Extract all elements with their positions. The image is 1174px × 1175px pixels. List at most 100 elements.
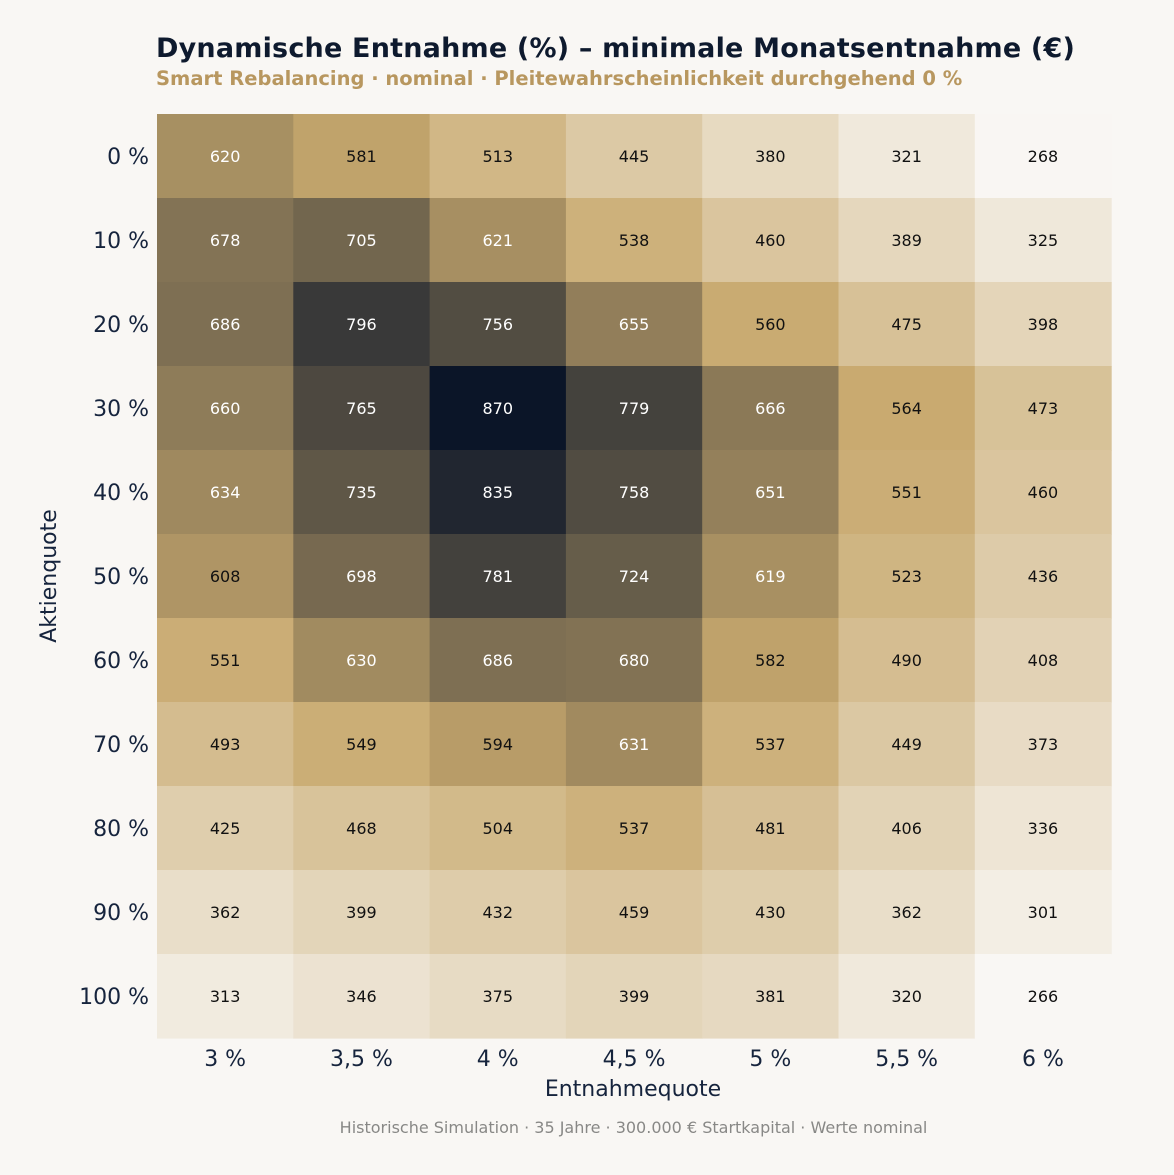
heatmap-cell-value: 724 bbox=[619, 567, 650, 586]
heatmap-cell-value: 631 bbox=[619, 735, 650, 754]
heatmap-cell bbox=[429, 366, 567, 451]
heatmap-cell bbox=[565, 786, 703, 871]
heatmap-cell bbox=[157, 618, 294, 703]
y-tick-label: 50 % bbox=[93, 565, 149, 590]
heatmap-cell bbox=[838, 534, 976, 619]
heatmap-cell-value: 375 bbox=[482, 987, 513, 1006]
heatmap-cell-value: 781 bbox=[482, 567, 513, 586]
heatmap-cell bbox=[974, 786, 1112, 871]
heatmap-cell bbox=[293, 114, 431, 199]
heatmap-cell-value: 475 bbox=[891, 315, 922, 334]
heatmap-cell bbox=[702, 954, 840, 1039]
heatmap-cell bbox=[429, 114, 567, 199]
heatmap-cell bbox=[565, 702, 703, 787]
heatmap-cell bbox=[565, 618, 703, 703]
heatmap-cell-value: 621 bbox=[482, 231, 513, 250]
heatmap-cell bbox=[838, 618, 976, 703]
heatmap-cell bbox=[838, 198, 976, 283]
heatmap-cell-value: 320 bbox=[891, 987, 922, 1006]
heatmap-cell-value: 705 bbox=[346, 231, 377, 250]
heatmap-cell-value: 608 bbox=[210, 567, 241, 586]
heatmap-cell bbox=[702, 198, 840, 283]
heatmap-cell-value: 513 bbox=[482, 147, 513, 166]
heatmap-cell bbox=[974, 954, 1112, 1039]
heatmap-cell-value: 301 bbox=[1028, 903, 1059, 922]
heatmap-cell-value: 680 bbox=[619, 651, 650, 670]
heatmap-cell-value: 758 bbox=[619, 483, 650, 502]
x-tick-label: 6 % bbox=[1022, 1047, 1064, 1072]
heatmap-cell bbox=[702, 450, 840, 535]
heatmap-cell bbox=[157, 870, 294, 955]
heatmap-cell bbox=[974, 870, 1112, 955]
heatmap-cell bbox=[974, 114, 1112, 199]
y-tick-label: 0 % bbox=[107, 145, 149, 170]
heatmap-cell bbox=[565, 870, 703, 955]
heatmap-cell-value: 268 bbox=[1028, 147, 1059, 166]
heatmap-cell bbox=[429, 870, 567, 955]
x-tick-label: 3 % bbox=[204, 1047, 246, 1072]
heatmap-cell-value: 735 bbox=[346, 483, 377, 502]
heatmap-cell-value: 406 bbox=[891, 819, 922, 838]
x-tick-label: 4,5 % bbox=[603, 1047, 666, 1072]
heatmap-cell-value: 373 bbox=[1028, 735, 1059, 754]
heatmap-cell bbox=[429, 282, 567, 367]
heatmap-cell bbox=[702, 702, 840, 787]
heatmap-cell-value: 594 bbox=[482, 735, 513, 754]
heatmap-cell-value: 796 bbox=[346, 315, 377, 334]
heatmap-cell bbox=[293, 618, 431, 703]
heatmap-cell bbox=[565, 114, 703, 199]
heatmap-cell bbox=[429, 702, 567, 787]
heatmap-cell-value: 398 bbox=[1028, 315, 1059, 334]
heatmap-cell-value: 381 bbox=[755, 987, 786, 1006]
heatmap-cell-value: 581 bbox=[346, 147, 377, 166]
heatmap-cell-value: 362 bbox=[891, 903, 922, 922]
x-axis-label: Entnahmequote bbox=[545, 1077, 721, 1102]
heatmap-cell-value: 504 bbox=[482, 819, 513, 838]
heatmap-cell bbox=[157, 198, 294, 283]
heatmap-cell-value: 549 bbox=[346, 735, 377, 754]
heatmap-cell-value: 313 bbox=[210, 987, 241, 1006]
heatmap-cell-value: 756 bbox=[482, 315, 513, 334]
heatmap-cell bbox=[838, 702, 976, 787]
y-tick-label: 80 % bbox=[93, 817, 149, 842]
heatmap-cell-value: 698 bbox=[346, 567, 377, 586]
y-tick-label: 20 % bbox=[93, 313, 149, 338]
heatmap-cell bbox=[838, 114, 976, 199]
y-tick-label: 10 % bbox=[93, 229, 149, 254]
heatmap-cell bbox=[974, 366, 1112, 451]
heatmap-cell bbox=[157, 702, 294, 787]
heatmap-cell-value: 389 bbox=[891, 231, 922, 250]
heatmap-cell-value: 445 bbox=[619, 147, 650, 166]
heatmap-cell bbox=[565, 366, 703, 451]
heatmap-cell bbox=[974, 282, 1112, 367]
heatmap-cell bbox=[565, 954, 703, 1039]
heatmap-cell bbox=[429, 786, 567, 871]
heatmap-cell-value: 346 bbox=[346, 987, 377, 1006]
heatmap-cell bbox=[565, 450, 703, 535]
heatmap-cell-value: 666 bbox=[755, 399, 786, 418]
heatmap-cell-value: 321 bbox=[891, 147, 922, 166]
heatmap-cell bbox=[293, 282, 431, 367]
heatmap-cell-value: 436 bbox=[1028, 567, 1059, 586]
heatmap-cell bbox=[429, 534, 567, 619]
heatmap-cell-value: 835 bbox=[482, 483, 513, 502]
heatmap-cell-value: 651 bbox=[755, 483, 786, 502]
heatmap-cell bbox=[293, 786, 431, 871]
x-tick-label: 3,5 % bbox=[330, 1047, 393, 1072]
heatmap-cell bbox=[429, 198, 567, 283]
heatmap-cell-value: 634 bbox=[210, 483, 241, 502]
y-tick-label: 100 % bbox=[79, 985, 149, 1010]
heatmap-cell-value: 870 bbox=[482, 399, 513, 418]
heatmap-cell bbox=[293, 534, 431, 619]
heatmap-cell-value: 266 bbox=[1028, 987, 1059, 1006]
y-tick-label: 70 % bbox=[93, 733, 149, 758]
heatmap-cell bbox=[838, 786, 976, 871]
heatmap-cell-value: 449 bbox=[891, 735, 922, 754]
heatmap-cell-value: 380 bbox=[755, 147, 786, 166]
heatmap-cells: 620 581 513 445 380 321 268 678 705 621 538 460 389 3… bbox=[157, 114, 1112, 1039]
heatmap-cell bbox=[702, 618, 840, 703]
heatmap-cell bbox=[974, 450, 1112, 535]
chart-title: Dynamische Entnahme (%) – minimale Monat… bbox=[156, 33, 1076, 64]
heatmap-cell-value: 564 bbox=[891, 399, 922, 418]
